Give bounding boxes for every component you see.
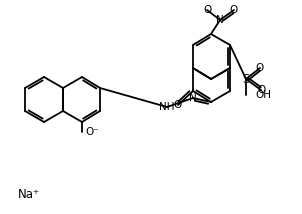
Text: O⁻: O⁻	[85, 127, 99, 137]
Text: OH: OH	[255, 90, 271, 100]
Text: O: O	[230, 5, 238, 15]
Text: N: N	[216, 15, 224, 25]
Text: O: O	[257, 85, 265, 95]
Text: NH: NH	[159, 102, 175, 112]
Text: Na⁺: Na⁺	[18, 189, 40, 202]
Text: O: O	[256, 63, 264, 73]
Text: O: O	[174, 100, 182, 110]
Text: O: O	[203, 5, 211, 15]
Text: S: S	[242, 73, 250, 86]
Text: N: N	[189, 93, 197, 103]
